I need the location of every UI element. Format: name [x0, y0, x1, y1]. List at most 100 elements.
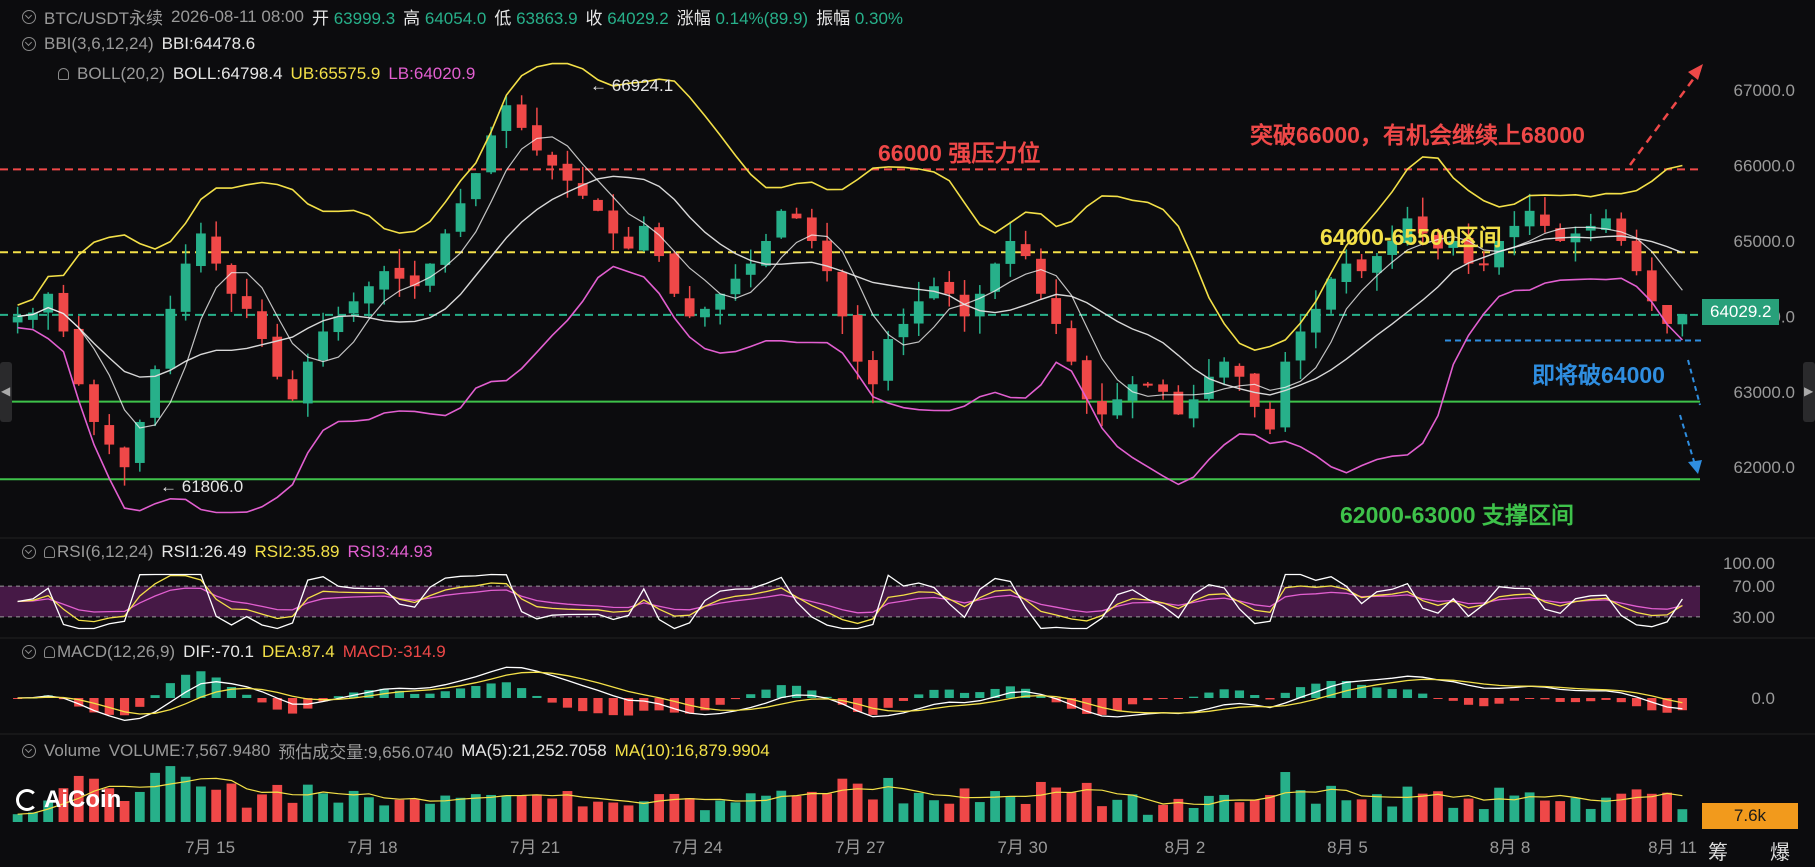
chevron-down-icon[interactable] — [22, 743, 36, 758]
candle-body — [318, 331, 328, 361]
macd-bar — [578, 698, 588, 712]
volume-bar — [1417, 793, 1428, 822]
macd-bar — [1372, 687, 1382, 698]
bell-icon[interactable] — [44, 646, 55, 658]
candle-body — [1280, 361, 1291, 428]
macd-bar — [944, 689, 954, 698]
candle-body — [1112, 399, 1123, 416]
footer-chip-2[interactable]: 爆 — [1770, 842, 1790, 864]
footer-chip-1[interactable]: 筹 — [1708, 842, 1728, 864]
macd-bar — [1418, 693, 1428, 698]
volume-bar — [1524, 792, 1535, 822]
volume-bar — [593, 801, 603, 822]
volume-bar — [1310, 803, 1321, 822]
volume-bar — [1662, 792, 1672, 822]
chevron-down-icon[interactable] — [22, 37, 36, 51]
candle-body — [1646, 270, 1657, 302]
change-value: 0.14%(89.9) — [715, 9, 809, 28]
macd-bar — [471, 686, 481, 698]
x-tick-label: 8月 5 — [1327, 838, 1368, 857]
amp-label: 振幅 — [816, 9, 851, 28]
volume-bar — [913, 792, 924, 822]
macd-bar — [425, 693, 435, 698]
macd-bar — [562, 698, 573, 708]
x-tick-label: 8月 8 — [1490, 838, 1531, 857]
candle-body — [745, 263, 756, 275]
chevron-down-icon[interactable] — [22, 645, 36, 659]
volume-bar — [608, 802, 619, 822]
y-tick-label: 63000.0 — [1734, 383, 1795, 402]
macd-bar — [1189, 696, 1199, 698]
symbol-name[interactable]: BTC/USDT永续 — [44, 9, 163, 28]
chevron-down-icon[interactable] — [22, 545, 36, 559]
left-scroll-handle[interactable]: ◀ — [0, 362, 12, 422]
bbi-value: BBI:64478.6 — [161, 34, 256, 53]
candle-body — [1509, 225, 1520, 238]
macd-bar — [761, 689, 771, 698]
volume-name[interactable]: Volume — [44, 740, 101, 760]
bell-icon[interactable] — [44, 546, 55, 558]
rsi3-value: RSI3:44.93 — [347, 542, 433, 561]
volume-bar — [1280, 772, 1291, 822]
macd-bar — [89, 698, 99, 713]
macd-bar — [501, 682, 511, 698]
volume-bar — [211, 789, 222, 822]
volume-bar — [150, 772, 160, 822]
candle-body — [348, 301, 359, 314]
aicoin-logo: AiCoin — [16, 786, 121, 814]
candle-body — [104, 425, 115, 445]
boll-name[interactable]: BOLL(20,2) — [77, 64, 165, 83]
volume-bar — [1387, 806, 1398, 822]
volume-bar — [134, 791, 145, 822]
candle-body — [1433, 234, 1443, 249]
macd-bar — [104, 698, 114, 715]
macd-bar — [1173, 698, 1183, 699]
volume-bar — [730, 802, 741, 822]
volume-bar — [43, 800, 54, 822]
x-tick-label: 7月 24 — [672, 838, 722, 857]
rsi-name[interactable]: RSI(6,12,24) — [57, 542, 154, 561]
candle-body — [1097, 401, 1107, 415]
macd-bar — [837, 698, 847, 705]
candle-body — [226, 264, 237, 294]
chevron-down-icon[interactable] — [22, 9, 36, 24]
candle-body — [1677, 314, 1688, 325]
volume-bar — [974, 802, 985, 822]
macd-bar — [532, 695, 542, 698]
macd-bar — [1601, 698, 1611, 700]
support-annotation: 62000-63000 支撑区间 — [1340, 502, 1574, 528]
boll-upper-line — [17, 62, 1683, 351]
candle-body — [1142, 383, 1153, 386]
x-tick-label: 7月 27 — [835, 838, 885, 857]
candle-body — [593, 199, 603, 211]
macd-bar — [1143, 698, 1153, 701]
volume-bar — [1540, 800, 1550, 822]
candle-body — [761, 240, 771, 266]
candle-body — [868, 360, 878, 385]
candle-body — [12, 316, 23, 323]
volume-bar — [1158, 804, 1168, 822]
candle-body — [302, 361, 313, 404]
macd-bar — [135, 698, 145, 707]
macd-bar — [1066, 698, 1077, 709]
boll-mid-value: BOLL:64798.4 — [172, 64, 283, 83]
macd-bar — [119, 698, 130, 716]
volume-bar — [1234, 802, 1245, 822]
volume-bar — [1066, 792, 1077, 822]
volume-ma10: MA(10):16,879.9904 — [614, 740, 770, 760]
volume-bar — [822, 793, 832, 822]
bbi-name[interactable]: BBI(3,6,12,24) — [44, 34, 154, 53]
volume-bar — [394, 799, 405, 822]
bell-icon[interactable] — [58, 68, 69, 80]
macd-bar — [1112, 698, 1122, 711]
right-scroll-handle[interactable]: ▶ — [1803, 362, 1815, 422]
rsi2-value: RSI2:35.89 — [254, 542, 340, 561]
volume-bar — [745, 793, 756, 822]
open-value: 63999.3 — [333, 9, 396, 28]
macd-bar — [1540, 698, 1550, 700]
candle-body — [394, 267, 405, 279]
volume-bar — [302, 784, 313, 822]
macd-name[interactable]: MACD(12,26,9) — [57, 642, 176, 661]
candle-body — [425, 263, 435, 286]
